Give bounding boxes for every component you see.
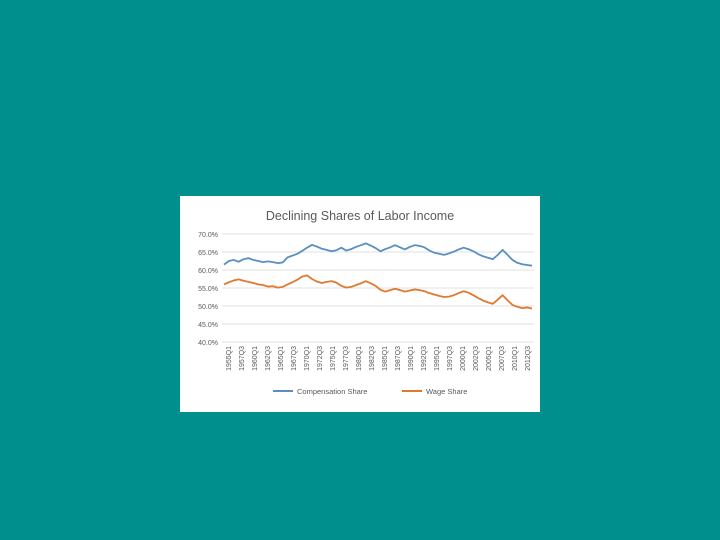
x-tick-label: 1975Q1 — [330, 346, 337, 371]
x-tick-label: 1995Q1 — [434, 346, 441, 371]
x-tick-label: 1980Q1 — [356, 346, 363, 371]
y-tick-label: 45.0% — [198, 322, 218, 329]
x-tick-label: 1970Q1 — [304, 346, 311, 371]
x-tick-label: 2000Q1 — [460, 346, 467, 371]
chart-card: Declining Shares of Labor Income 70.0% 65… — [180, 196, 540, 412]
x-tick-label: 1972Q3 — [317, 346, 324, 371]
labor-income-chart: Declining Shares of Labor Income 70.0% 65… — [198, 209, 534, 396]
x-tick-label: 1957Q3 — [239, 346, 246, 371]
x-tick-label: 1992Q3 — [421, 346, 428, 371]
x-tick-label: 1982Q3 — [369, 346, 376, 371]
y-tick-label: 55.0% — [198, 286, 218, 293]
x-tick-label: 2012Q3 — [525, 346, 532, 371]
x-tick-label: 2010Q1 — [512, 346, 519, 371]
x-tick-label: 1977Q3 — [343, 346, 350, 371]
x-tick-label: 1997Q3 — [447, 346, 454, 371]
x-tick-label: 1965Q1 — [278, 346, 285, 371]
x-tick-label: 2005Q1 — [486, 346, 493, 371]
legend-label: Compensation Share — [297, 387, 367, 396]
x-tick-label: 2002Q3 — [473, 346, 480, 371]
series-lines — [223, 242, 533, 310]
x-tick-label: 1967Q3 — [291, 346, 298, 371]
x-tick-label: 1962Q3 — [265, 346, 272, 371]
series-line-compensation-share — [223, 242, 533, 267]
y-tick-label: 60.0% — [198, 268, 218, 275]
x-tick-label: 1987Q3 — [395, 346, 402, 371]
y-tick-label: 40.0% — [198, 340, 218, 347]
legend-label: Wage Share — [426, 387, 467, 396]
x-tick-label: 1955Q1 — [226, 346, 233, 371]
y-tick-label: 70.0% — [198, 232, 218, 239]
chart-title: Declining Shares of Labor Income — [266, 209, 454, 223]
gridlines — [222, 233, 534, 343]
series-line-wage-share — [223, 274, 533, 310]
x-tick-label: 1960Q1 — [252, 346, 259, 371]
x-tick-label: 1990Q1 — [408, 346, 415, 371]
y-axis-ticks: 70.0% 65.0% 60.0% 55.0% 50.0% 45.0% 40.0% — [198, 232, 218, 347]
legend: Compensation Share Wage Share — [273, 387, 467, 396]
x-tick-label: 2007Q3 — [499, 346, 506, 371]
y-tick-label: 65.0% — [198, 250, 218, 257]
x-axis-ticks: 1955Q1 1957Q3 1960Q1 1962Q3 1965Q1 1967Q3 1970… — [226, 346, 532, 371]
x-tick-label: 1985Q1 — [382, 346, 389, 371]
y-tick-label: 50.0% — [198, 304, 218, 311]
